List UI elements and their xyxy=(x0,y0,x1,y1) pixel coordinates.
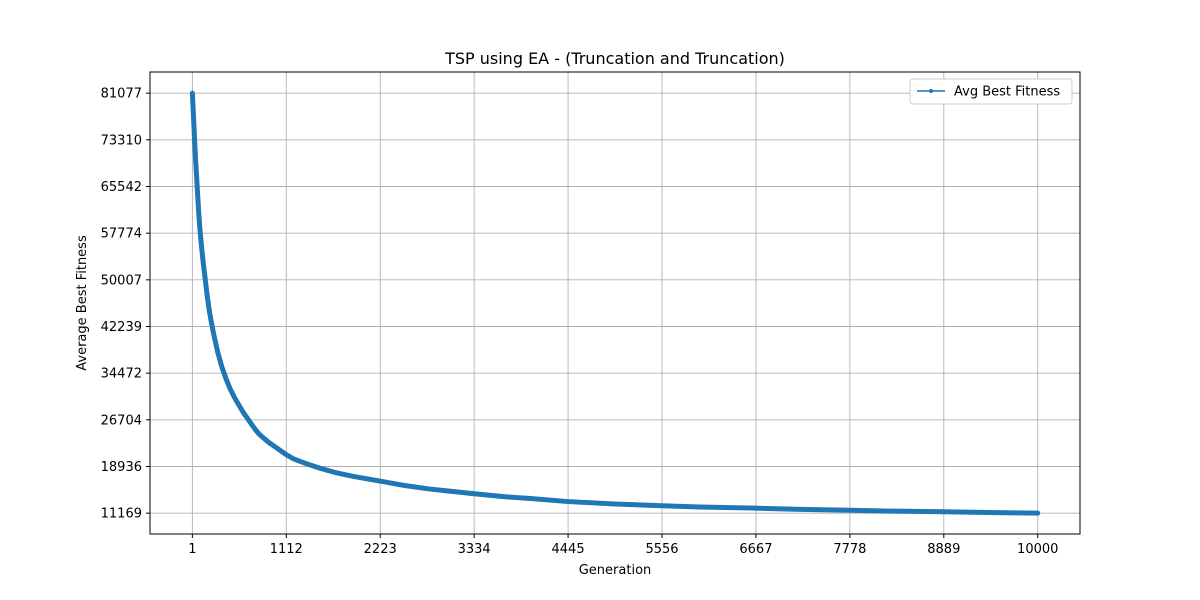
data-point xyxy=(219,364,224,369)
data-point xyxy=(236,402,241,407)
data-point xyxy=(197,226,202,231)
legend-box xyxy=(909,78,1073,105)
x-tick-label: 6667 xyxy=(739,542,772,557)
x-tick-label: 2223 xyxy=(364,542,397,557)
y-tick-label: 26704 xyxy=(101,413,142,428)
data-point xyxy=(266,440,271,445)
data-point xyxy=(291,456,296,461)
data-point xyxy=(401,483,406,488)
data-point xyxy=(528,496,533,501)
data-point xyxy=(249,422,254,427)
data-point xyxy=(224,377,229,381)
y-tick-label: 11169 xyxy=(101,507,142,522)
legend-label: Avg Best Fitness xyxy=(954,85,1060,100)
data-point xyxy=(304,461,309,466)
data-point xyxy=(211,330,216,335)
y-tick-label: 50007 xyxy=(101,273,142,288)
data-point xyxy=(207,307,212,312)
data-point xyxy=(194,172,199,177)
plot-frame xyxy=(149,71,1081,535)
data-point xyxy=(215,349,220,354)
x-axis-label: Generation xyxy=(579,563,652,578)
y-axis-label: Average Best Fitness xyxy=(75,235,90,371)
data-point xyxy=(191,106,196,111)
data-point xyxy=(993,510,998,515)
data-point xyxy=(367,477,372,482)
data-point xyxy=(892,509,896,514)
data-point xyxy=(697,504,702,509)
x-tick-label: 5556 xyxy=(645,542,678,557)
x-tick-label: 4445 xyxy=(552,542,585,557)
data-point xyxy=(660,503,665,508)
data-point xyxy=(257,432,262,437)
data-point xyxy=(941,509,946,514)
x-tick-label: 3334 xyxy=(458,542,491,557)
y-tick-label: 57774 xyxy=(101,227,142,242)
data-point xyxy=(566,499,571,504)
data-point xyxy=(350,474,355,479)
x-tick-label: 1 xyxy=(188,542,196,557)
data-point xyxy=(195,187,200,192)
data-point xyxy=(799,507,803,512)
data-point xyxy=(245,416,250,421)
series-layer xyxy=(189,90,1041,516)
data-point xyxy=(378,479,383,484)
x-tick-label: 1112 xyxy=(270,542,303,557)
data-point xyxy=(613,501,617,506)
data-point xyxy=(201,261,206,266)
data-point xyxy=(196,208,201,213)
data-point xyxy=(205,292,210,297)
data-point xyxy=(209,319,214,324)
legend: Avg Best Fitness xyxy=(909,78,1073,105)
legend-marker-swatch xyxy=(929,89,933,93)
data-point xyxy=(503,494,508,499)
x-tick-label: 10000 xyxy=(1017,542,1058,557)
data-point xyxy=(427,486,431,491)
data-point xyxy=(192,142,197,147)
data-point xyxy=(753,506,758,511)
data-point xyxy=(334,470,338,475)
y-tick-label: 42239 xyxy=(101,320,142,335)
y-tick-label: 65542 xyxy=(101,180,142,195)
data-point xyxy=(228,387,233,392)
data-point xyxy=(232,395,237,400)
chart-title: TSP using EA - (Truncation and Truncatio… xyxy=(444,49,785,68)
data-point xyxy=(253,428,258,433)
y-tick-label: 18936 xyxy=(101,460,142,475)
data-point xyxy=(1035,511,1040,516)
data-point xyxy=(190,91,195,96)
x-tick-label: 7778 xyxy=(833,542,866,557)
data-point xyxy=(443,488,448,493)
data-point xyxy=(472,491,477,496)
data-point xyxy=(274,446,279,451)
series-line-avg-best-fitness xyxy=(189,90,1041,516)
data-point xyxy=(847,508,852,513)
data-point xyxy=(284,452,289,457)
y-tick-label: 34472 xyxy=(101,367,142,382)
data-point xyxy=(241,410,245,415)
data-point xyxy=(199,244,204,249)
y-tick-label: 73310 xyxy=(101,133,142,148)
data-point xyxy=(202,274,207,279)
data-point xyxy=(191,124,196,129)
y-axis: 11169 18936 26704 34472 42239 50007 57774 65542… xyxy=(101,87,150,522)
x-axis: 1 1112 2223 3334 4445 5556 6667 7778 8889 10000 xyxy=(188,534,1058,557)
data-point xyxy=(193,158,198,163)
x-tick-label: 8889 xyxy=(927,542,960,557)
data-point xyxy=(317,465,322,470)
y-tick-label: 81077 xyxy=(101,87,142,102)
